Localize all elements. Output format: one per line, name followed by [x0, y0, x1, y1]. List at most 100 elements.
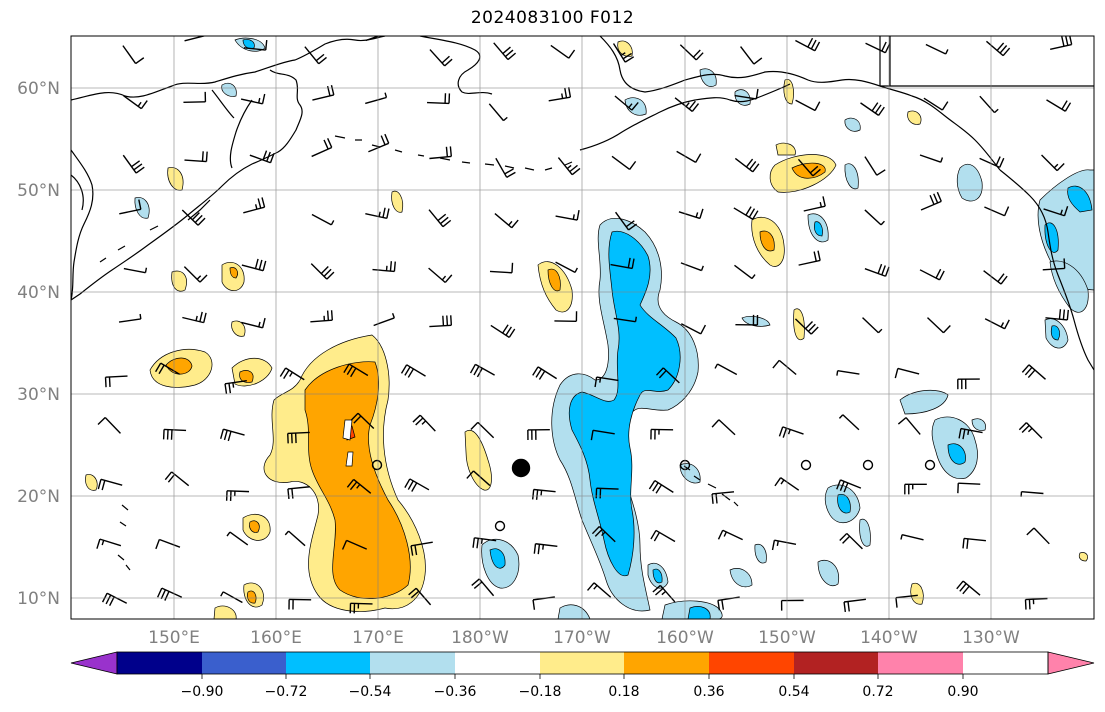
lon-label: 150°W [758, 628, 816, 648]
wind-barb [864, 209, 885, 226]
wind-barb [287, 431, 310, 444]
lat-label: 50°N [17, 181, 60, 201]
wind-barb [652, 584, 676, 603]
wind-barb [1041, 154, 1065, 172]
wind-barb [919, 268, 945, 281]
wind-barb [122, 154, 145, 174]
wind-barb [894, 367, 920, 379]
wind-barb [220, 591, 243, 604]
wind-barb [123, 267, 148, 274]
wind-barb [156, 587, 183, 601]
wind-barb [962, 537, 986, 549]
wind-barb [310, 263, 335, 280]
wind-barb [614, 211, 638, 231]
wind-barb [343, 363, 369, 378]
lon-label: 180°W [451, 628, 509, 648]
wind-barb [365, 92, 388, 105]
wind-barb [1042, 258, 1066, 271]
colorbar-tick-label: 0.54 [778, 684, 809, 700]
wind-barb [243, 40, 268, 51]
wind-barb [983, 270, 1008, 285]
wind-barb [427, 93, 451, 105]
lat-label: 60°N [17, 79, 60, 99]
wind-barb [798, 250, 821, 266]
wind-barb [341, 539, 367, 550]
wind-barb [925, 43, 949, 55]
wind-barb [408, 587, 432, 606]
wind-barb [118, 313, 142, 323]
wind-barb [979, 95, 999, 114]
lon-label: 150°E [148, 628, 200, 648]
wind-barb [183, 91, 207, 104]
colorbar-tick-label: −0.36 [434, 684, 477, 700]
lat-label: 10°N [17, 589, 60, 609]
wind-barb [279, 367, 305, 381]
wind-barb [595, 487, 619, 499]
colorbar-tick-label: −0.90 [181, 684, 224, 700]
wind-barb [311, 213, 335, 226]
wind-barb [836, 370, 860, 376]
colorbar-segment [709, 652, 794, 674]
wind-barb [613, 316, 637, 323]
wind-barb [836, 479, 862, 493]
wind-barb [900, 533, 924, 541]
lon-label: 140°W [860, 628, 918, 648]
wind-barb [288, 598, 312, 610]
lat-label: 30°N [17, 385, 60, 405]
wind-barb [557, 157, 581, 176]
wind-barb [368, 133, 390, 153]
colorbar-segment [540, 652, 624, 674]
colorbar-tick-label: 0.72 [862, 684, 893, 700]
wind-barb [984, 206, 1010, 217]
wind-barb [182, 311, 207, 324]
wind-barb [735, 314, 759, 326]
wind-barb [979, 156, 1005, 168]
wind-barb [927, 317, 951, 334]
wind-barb [226, 531, 249, 546]
wind-barb [860, 102, 885, 116]
wind-barb [797, 158, 821, 177]
wind-barb [904, 483, 927, 495]
wind-barb [184, 151, 208, 163]
wind-barb [97, 416, 121, 434]
wind-barb [676, 150, 702, 163]
wind-barb [472, 537, 497, 549]
wind-barb [714, 363, 738, 376]
wind-barb [956, 580, 981, 596]
wind-barb [365, 207, 390, 220]
wind-barb [780, 599, 804, 611]
wind-barb [155, 538, 181, 550]
wind-barb [679, 44, 704, 61]
wind-barb [493, 42, 517, 61]
wind-barb [1045, 309, 1070, 321]
wind-barb [527, 428, 550, 440]
wind-barb [533, 543, 558, 555]
wind-barb [104, 375, 128, 388]
wind-barb [249, 150, 275, 164]
wind-barb [611, 155, 637, 170]
wind-barb [586, 582, 612, 598]
wind-barb [957, 482, 981, 494]
wind-barb [428, 209, 452, 228]
wind-barb [674, 97, 700, 113]
wind-barb [958, 427, 983, 440]
lon-label: 160°E [250, 628, 302, 648]
colorbar-tick-label: 0.90 [947, 684, 978, 700]
wind-barb [1046, 99, 1072, 112]
wind-barb [843, 598, 867, 613]
wind-barb [610, 257, 635, 270]
wind-barb [612, 43, 635, 63]
wind-barb [412, 414, 436, 432]
wind-barb [984, 318, 1010, 330]
wind-barb [373, 312, 395, 327]
colorbar-segment [286, 652, 370, 674]
wind-barb [590, 429, 615, 441]
wind-barb [594, 376, 619, 388]
wind-barb [548, 87, 572, 102]
wind-barb [162, 428, 187, 440]
colorbar [70, 651, 1095, 679]
wind-barb [304, 46, 327, 65]
wind-barb [349, 602, 373, 614]
wind-barb [495, 157, 516, 178]
wind-barb [550, 44, 576, 59]
